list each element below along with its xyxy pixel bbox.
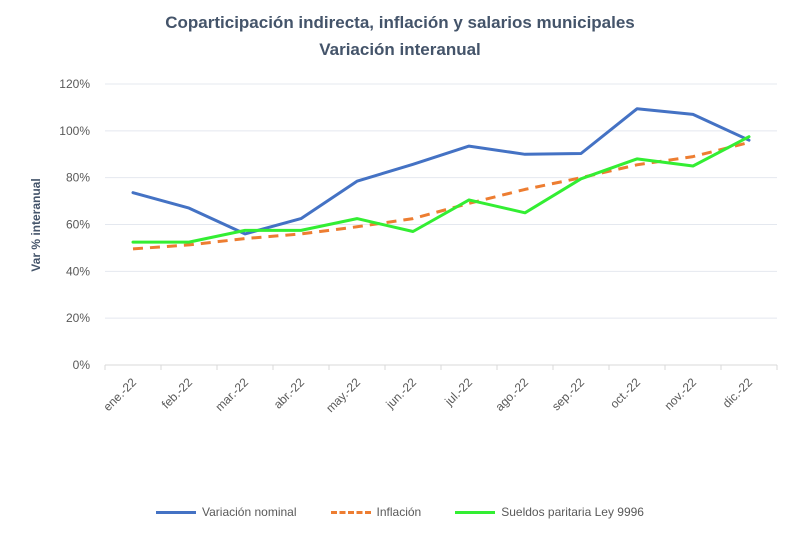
x-tick-label: sep.-22 — [549, 375, 587, 413]
series-line-inflaci-n — [132, 141, 750, 251]
series-lines — [131, 107, 751, 251]
chart-title: Coparticipación indirecta, inflación y s… — [165, 13, 635, 32]
x-tick-label: may.-22 — [323, 375, 363, 415]
legend-label: Inflación — [376, 505, 422, 519]
y-tick-label: 100% — [59, 124, 90, 138]
x-tick-label: jul.-22 — [441, 375, 475, 409]
x-tick-label: nov.-22 — [662, 375, 700, 413]
legend-swatch — [330, 510, 371, 514]
x-tick-label: jun.-22 — [383, 375, 420, 412]
y-tick-label: 120% — [59, 77, 90, 91]
y-axis-label: Var % interanual — [29, 178, 43, 271]
x-tick-label: feb.-22 — [159, 375, 196, 412]
series-line-sueldos-paritaria-ley-9996 — [131, 135, 751, 244]
y-axis-ticks: 0% 20% 40% 60% 80% 100% 120% — [59, 77, 90, 372]
x-axis: ene.-22 feb.-22 mar.-22 abr.-22 may.-22 jun.-… — [100, 365, 778, 415]
series-line-variaci-n-nominal — [131, 107, 751, 236]
y-tick-label: 20% — [66, 311, 90, 325]
legend-label: Sueldos paritaria Ley 9996 — [501, 505, 644, 519]
legend-swatch — [156, 510, 197, 514]
legend-item: Variación nominal — [156, 505, 297, 519]
chart-subtitle: Variación interanual — [319, 40, 481, 59]
legend-swatch — [455, 510, 496, 514]
x-tick-label: ago.-22 — [492, 375, 531, 414]
legend-item: Sueldos paritaria Ley 9996 — [455, 505, 644, 519]
gridlines — [105, 83, 777, 366]
legend-item: Inflación — [330, 505, 422, 519]
x-tick-label: abr.-22 — [271, 375, 308, 412]
x-tick-label: dic.-22 — [720, 375, 756, 411]
y-tick-label: 60% — [66, 218, 90, 232]
legend-label: Variación nominal — [202, 505, 297, 519]
x-tick-label: oct.-22 — [607, 375, 643, 411]
y-tick-label: 80% — [66, 171, 90, 185]
x-tick-label: mar.-22 — [212, 375, 251, 414]
legend: Variación nominal Inflación Sueldos parita… — [0, 505, 800, 519]
y-tick-label: 40% — [66, 264, 90, 278]
y-tick-label: 0% — [73, 358, 91, 372]
x-tick-label: ene.-22 — [100, 375, 139, 414]
